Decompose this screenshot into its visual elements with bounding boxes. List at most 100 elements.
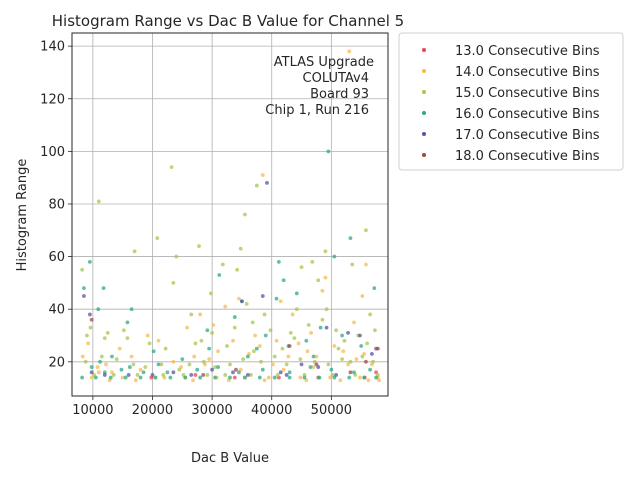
data-point-series-2 xyxy=(197,244,201,248)
data-point-series-1 xyxy=(364,262,368,267)
legend-marker xyxy=(422,132,426,136)
y-axis-ticks: 20 40 60 80 100 120 140 xyxy=(40,40,72,370)
data-point-series-2 xyxy=(299,265,304,270)
y-tick-label: 80 xyxy=(48,197,65,212)
data-point-series-3 xyxy=(98,359,102,364)
data-point-series-4 xyxy=(89,370,94,375)
data-point-series-2 xyxy=(336,346,341,351)
y-tick-label: 120 xyxy=(40,92,65,107)
legend-marker xyxy=(422,111,426,115)
x-tick-label: 40000 xyxy=(251,403,292,418)
data-point-series-3 xyxy=(372,286,377,291)
data-point-series-3 xyxy=(276,259,281,264)
data-point-series-2 xyxy=(220,262,225,267)
data-point-series-1 xyxy=(145,333,150,338)
annotation-line-3: Board 93 xyxy=(310,87,369,102)
data-point-series-2 xyxy=(209,291,213,296)
data-point-series-3 xyxy=(254,346,259,351)
data-point-series-1 xyxy=(323,275,328,280)
data-point-series-1 xyxy=(341,349,346,354)
legend-label: 16.0 Consecutive Bins xyxy=(455,107,600,122)
data-point-series-1 xyxy=(266,375,271,380)
data-point-series-2 xyxy=(213,365,217,369)
data-point-series-2 xyxy=(251,349,256,354)
data-point-series-4 xyxy=(231,370,235,375)
data-point-series-3 xyxy=(374,375,378,380)
data-point-series-3 xyxy=(281,278,286,283)
data-point-series-5 xyxy=(287,344,292,348)
data-point-series-3 xyxy=(317,375,322,380)
data-point-series-3 xyxy=(93,375,98,380)
data-point-series-1 xyxy=(198,312,203,317)
data-point-series-4 xyxy=(102,373,107,377)
data-point-series-2 xyxy=(365,341,370,346)
x-tick-label: 10000 xyxy=(72,403,113,418)
data-point-series-3 xyxy=(362,375,367,380)
data-point-series-1 xyxy=(311,365,316,369)
legend-items: 13.0 Consecutive Bins 14.0 Consecutive Bi… xyxy=(422,44,600,164)
data-point-series-2 xyxy=(121,328,126,333)
data-point-series-2 xyxy=(210,330,215,335)
grid-lines xyxy=(72,33,388,396)
data-point-series-3 xyxy=(180,357,185,362)
data-point-series-2 xyxy=(147,341,152,346)
data-point-series-1 xyxy=(358,375,362,380)
data-point-series-3 xyxy=(156,362,161,367)
data-point-series-3 xyxy=(311,354,316,359)
data-point-series-2 xyxy=(159,362,164,367)
data-point-series-1 xyxy=(328,375,333,380)
data-point-series-1 xyxy=(262,378,267,383)
data-point-series-3 xyxy=(141,370,146,375)
legend-marker xyxy=(422,90,426,94)
data-point-series-1 xyxy=(309,330,313,335)
data-point-series-4 xyxy=(87,312,92,317)
data-point-series-1 xyxy=(377,378,381,383)
data-point-series-1 xyxy=(80,354,85,359)
data-point-series-3 xyxy=(257,375,262,380)
data-point-series-3 xyxy=(151,349,156,354)
data-point-series-2 xyxy=(155,236,160,241)
data-point-series-2 xyxy=(193,341,198,346)
data-point-series-1 xyxy=(231,338,235,343)
data-point-series-2 xyxy=(225,344,229,348)
data-point-series-2 xyxy=(201,359,206,364)
data-point-series-1 xyxy=(274,338,279,343)
data-point-series-2 xyxy=(111,373,116,377)
data-point-series-3 xyxy=(308,365,313,369)
data-point-series-3 xyxy=(232,315,237,319)
data-point-series-1 xyxy=(347,49,352,54)
data-point-series-2 xyxy=(171,280,176,285)
x-tick-label: 50000 xyxy=(311,403,352,418)
data-point-series-2 xyxy=(275,373,280,377)
data-point-series-3 xyxy=(287,375,292,380)
data-point-series-1 xyxy=(296,341,301,346)
data-point-series-4 xyxy=(284,373,289,377)
data-point-series-2 xyxy=(244,302,249,306)
data-point-series-2 xyxy=(326,362,331,367)
data-point-series-2 xyxy=(250,320,255,325)
data-point-series-3 xyxy=(195,367,200,372)
data-point-series-2 xyxy=(294,307,299,312)
data-point-series-2 xyxy=(248,373,253,377)
data-point-series-4 xyxy=(240,299,244,304)
y-tick-label: 140 xyxy=(40,40,65,55)
data-point-series-2 xyxy=(161,373,166,377)
data-point-series-3 xyxy=(340,333,344,338)
data-point-series-3 xyxy=(102,370,107,375)
data-point-series-1 xyxy=(298,375,303,380)
data-point-series-3 xyxy=(352,370,356,375)
data-point-series-2 xyxy=(132,249,137,254)
data-point-series-1 xyxy=(257,344,262,348)
data-point-series-2 xyxy=(169,165,174,170)
data-point-series-4 xyxy=(358,333,362,338)
data-point-series-2 xyxy=(316,278,321,283)
data-point-series-2 xyxy=(368,312,373,317)
data-point-series-2 xyxy=(262,312,267,317)
data-point-series-1 xyxy=(314,354,319,359)
data-point-series-2 xyxy=(223,373,228,377)
data-point-series-3 xyxy=(82,286,86,291)
data-point-series-1 xyxy=(271,362,275,367)
data-point-series-1 xyxy=(290,312,295,317)
data-point-series-4 xyxy=(189,373,194,377)
